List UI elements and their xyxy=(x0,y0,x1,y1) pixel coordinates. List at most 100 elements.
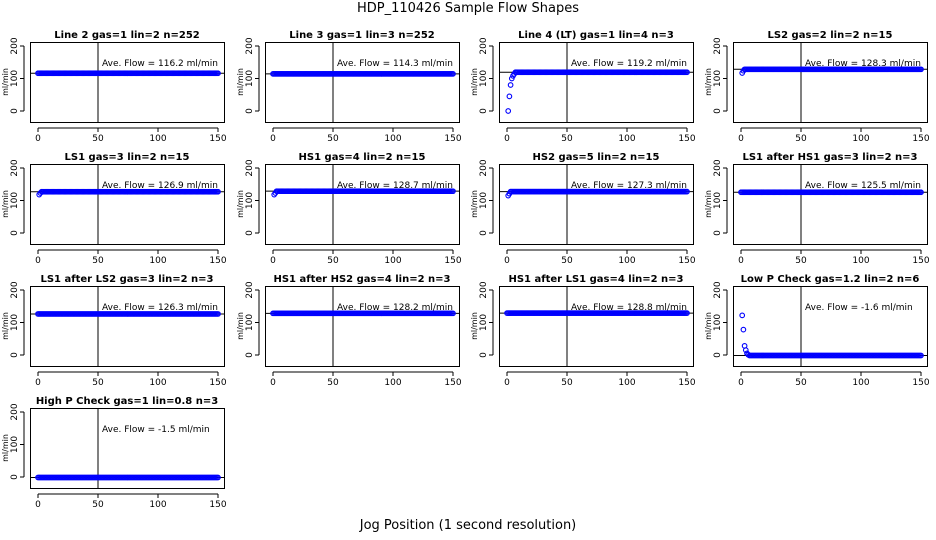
data-points xyxy=(505,188,690,199)
x-tick-label: 0 xyxy=(35,378,41,388)
y-tick-label: 100 xyxy=(479,314,489,331)
y-tick-label: 200 xyxy=(245,281,255,298)
panel-title: High P Check gas=1 lin=0.8 n=3 xyxy=(36,396,218,407)
y-tick-label: 100 xyxy=(713,70,723,87)
average-flow-annotation: Ave. Flow = 119.2 ml/min xyxy=(571,59,687,69)
data-points xyxy=(35,70,221,77)
x-tick-label: 50 xyxy=(327,378,339,388)
x-tick-label: 0 xyxy=(35,500,41,510)
y-tick-label: 0 xyxy=(713,352,723,358)
x-tick-label: 100 xyxy=(852,134,869,144)
panel-title: LS1 gas=3 lin=2 n=15 xyxy=(65,152,190,163)
x-tick-label: 150 xyxy=(912,256,929,266)
y-tick-label: 200 xyxy=(713,281,723,298)
y-tick-label: 100 xyxy=(713,314,723,331)
average-flow-annotation: Ave. Flow = 128.8 ml/min xyxy=(571,303,687,313)
x-tick-label: 0 xyxy=(270,134,276,144)
data-points xyxy=(270,310,456,317)
x-tick-label: 100 xyxy=(618,134,635,144)
data-point xyxy=(215,474,221,481)
x-tick-label: 50 xyxy=(327,134,339,144)
y-tick-label: 100 xyxy=(245,70,255,87)
y-tick-label: 100 xyxy=(479,192,489,209)
plot-frame xyxy=(30,164,225,245)
y-axis-label: ml/min xyxy=(1,190,10,218)
data-points xyxy=(739,312,924,359)
chart-panel-5: LS1 gas=3 lin=2 n=15 0 100 200 ml/min 0 50 100 1… xyxy=(1,152,227,266)
average-flow-annotation: Ave. Flow = -1.5 ml/min xyxy=(102,425,210,435)
data-point xyxy=(505,108,512,114)
x-tick-label: 0 xyxy=(738,378,744,388)
data-points xyxy=(505,69,690,114)
y-tick-label: 100 xyxy=(10,436,20,453)
x-tick-label: 50 xyxy=(92,134,104,144)
data-points xyxy=(738,189,924,196)
data-points xyxy=(270,71,456,77)
data-point xyxy=(215,311,221,317)
y-tick-label: 0 xyxy=(479,108,489,114)
data-points xyxy=(36,188,221,198)
y-axis-label: ml/min xyxy=(1,434,10,462)
x-tick-label: 150 xyxy=(444,378,461,388)
data-point xyxy=(450,71,456,77)
y-tick-label: 200 xyxy=(245,159,255,176)
y-axis-label: ml/min xyxy=(236,68,245,96)
chart-panel-10: HS1 after HS2 gas=4 lin=2 n=3 0 100 200 ml/m… xyxy=(236,274,462,388)
x-tick-label: 50 xyxy=(92,378,104,388)
y-tick-label: 200 xyxy=(10,403,20,420)
x-tick-label: 50 xyxy=(561,378,573,388)
y-tick-label: 0 xyxy=(10,230,20,236)
panel-title: LS1 after HS1 gas=3 lin=2 n=3 xyxy=(742,152,917,163)
x-tick-label: 100 xyxy=(149,378,166,388)
chart-panel-4: LS2 gas=2 lin=2 n=15 0 100 200 ml/min 0 50 100 1… xyxy=(704,30,930,144)
data-point xyxy=(684,310,690,316)
y-axis-label: ml/min xyxy=(236,312,245,340)
x-tick-label: 50 xyxy=(327,256,339,266)
plot-frame xyxy=(733,286,928,367)
chart-panel-11: HS1 after LS1 gas=4 lin=2 n=3 0 100 200 ml/m… xyxy=(470,274,696,388)
data-point xyxy=(740,326,747,333)
x-tick-label: 150 xyxy=(678,256,695,266)
x-tick-label: 150 xyxy=(678,378,695,388)
y-axis-label: ml/min xyxy=(470,190,479,218)
data-point xyxy=(215,188,221,195)
plot-frame xyxy=(499,42,694,123)
data-points xyxy=(35,474,221,481)
y-tick-label: 0 xyxy=(245,108,255,114)
y-axis-label: ml/min xyxy=(470,312,479,340)
plot-frame xyxy=(265,164,460,245)
x-tick-label: 150 xyxy=(444,134,461,144)
page-title: HDP_110426 Sample Flow Shapes xyxy=(356,1,580,16)
x-tick-label: 0 xyxy=(270,378,276,388)
y-tick-label: 100 xyxy=(10,70,20,87)
chart-panel-6: HS1 gas=4 lin=2 n=15 0 100 200 ml/min 0 50 100 1… xyxy=(236,152,462,266)
y-tick-label: 100 xyxy=(10,314,20,331)
panel-title: Low P Check gas=1.2 lin=2 n=6 xyxy=(741,274,920,285)
x-tick-label: 100 xyxy=(852,378,869,388)
chart-panel-12: Low P Check gas=1.2 lin=2 n=6 0 100 200 ml/m… xyxy=(704,274,930,388)
chart-panel-9: LS1 after LS2 gas=3 lin=2 n=3 0 100 200 ml/m… xyxy=(1,274,227,388)
plot-frame xyxy=(733,42,928,123)
average-flow-annotation: Ave. Flow = -1.6 ml/min xyxy=(805,303,913,313)
x-tick-label: 150 xyxy=(444,256,461,266)
y-axis-label: ml/min xyxy=(236,190,245,218)
y-tick-label: 200 xyxy=(479,281,489,298)
panel-title: Line 4 (LT) gas=1 lin=4 n=3 xyxy=(518,30,674,41)
y-axis-label: ml/min xyxy=(470,68,479,96)
y-tick-label: 0 xyxy=(245,230,255,236)
chart-panel-8: LS1 after HS1 gas=3 lin=2 n=3 0 100 200 ml/m… xyxy=(704,152,930,266)
data-point xyxy=(739,312,746,319)
y-axis-label: ml/min xyxy=(1,68,10,96)
y-tick-label: 0 xyxy=(245,352,255,358)
plot-frame xyxy=(733,164,928,245)
x-tick-label: 100 xyxy=(149,256,166,266)
panel-title: HS1 after HS2 gas=4 lin=2 n=3 xyxy=(273,274,450,285)
x-tick-label: 150 xyxy=(209,134,226,144)
plot-frame xyxy=(30,42,225,123)
y-tick-label: 100 xyxy=(245,192,255,209)
data-point xyxy=(506,93,513,100)
y-tick-label: 0 xyxy=(479,230,489,236)
panel-title: Line 3 gas=1 lin=3 n=252 xyxy=(289,30,435,41)
x-tick-label: 100 xyxy=(852,256,869,266)
